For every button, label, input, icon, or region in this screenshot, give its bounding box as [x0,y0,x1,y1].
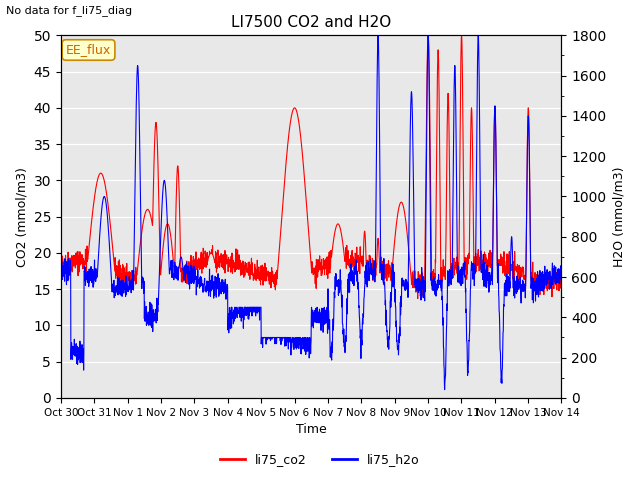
li75_co2 [196,255,204,261]
li75_co2 [424,33,432,38]
li75_h2o [336,283,344,289]
li75_co2 [57,260,65,266]
X-axis label: Time: Time [296,423,326,436]
Y-axis label: H2O (mmol/m3): H2O (mmol/m3) [612,167,625,267]
li75_h2o [441,387,449,393]
li75_co2 [457,75,465,81]
li75_h2o [528,280,536,286]
Text: No data for f_li75_diag: No data for f_li75_diag [6,5,132,16]
li75_co2 [414,296,422,301]
li75_h2o [374,33,382,38]
Text: EE_flux: EE_flux [66,44,111,57]
Title: LI7500 CO2 and H2O: LI7500 CO2 and H2O [231,15,391,30]
Line: li75_co2: li75_co2 [61,36,561,299]
li75_h2o [325,326,333,332]
Line: li75_h2o: li75_h2o [61,36,561,390]
li75_h2o [557,272,565,277]
li75_co2 [557,275,565,280]
li75_h2o [57,276,65,282]
li75_co2 [325,249,333,255]
li75_co2 [528,270,536,276]
Y-axis label: CO2 (mmol/m3): CO2 (mmol/m3) [15,167,28,266]
li75_h2o [196,274,204,279]
li75_h2o [457,270,465,276]
li75_co2 [336,225,344,230]
Legend: li75_co2, li75_h2o: li75_co2, li75_h2o [215,448,425,471]
li75_h2o [514,286,522,291]
li75_co2 [514,265,522,271]
